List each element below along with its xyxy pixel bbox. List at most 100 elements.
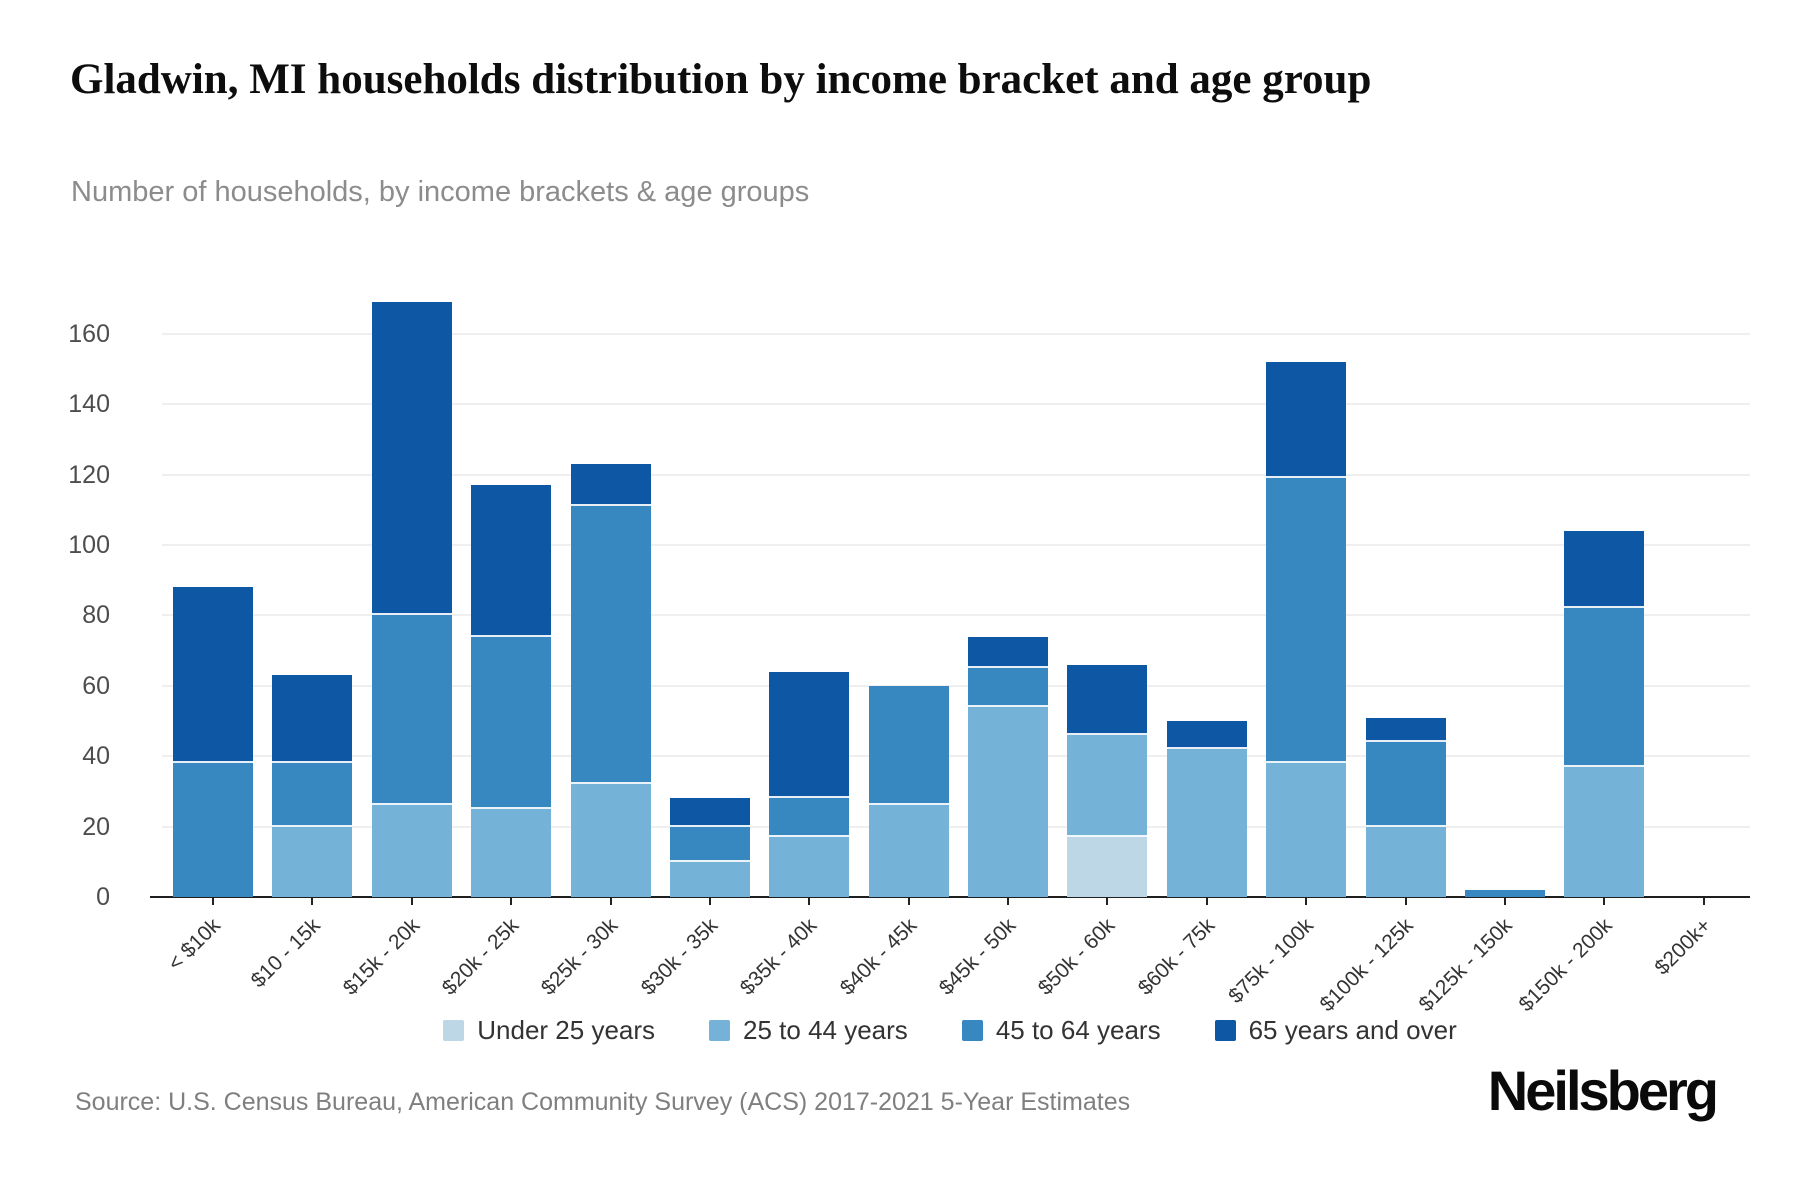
legend: Under 25 years 25 to 44 years 45 to 64 yea… bbox=[155, 1015, 1745, 1046]
bar-segment[interactable] bbox=[1365, 742, 1446, 827]
bar-segment[interactable] bbox=[1067, 837, 1148, 897]
x-tick-label: $20k - 25k bbox=[437, 914, 524, 1000]
bar-segment[interactable] bbox=[471, 636, 552, 809]
bar-segment[interactable] bbox=[371, 805, 452, 897]
x-tick-label: $100k - 125k bbox=[1315, 914, 1418, 1017]
bar[interactable] bbox=[1365, 0, 1446, 897]
legend-swatch bbox=[709, 1020, 731, 1041]
gridline bbox=[162, 473, 1750, 476]
bar-segment[interactable] bbox=[769, 837, 850, 897]
bar-segment[interactable] bbox=[570, 784, 651, 897]
bar[interactable] bbox=[669, 0, 750, 897]
bar-segment[interactable] bbox=[1564, 608, 1645, 767]
bar[interactable] bbox=[1067, 0, 1148, 897]
bar-segment[interactable] bbox=[968, 706, 1048, 897]
axis-tick bbox=[609, 898, 612, 905]
legend-item[interactable]: 25 to 44 years bbox=[709, 1015, 908, 1046]
axis-tick bbox=[311, 898, 314, 905]
gridline bbox=[162, 403, 1750, 406]
axis-tick bbox=[907, 898, 910, 905]
legend-item[interactable]: 65 years and over bbox=[1214, 1015, 1457, 1046]
bar[interactable] bbox=[1166, 0, 1247, 897]
bar[interactable] bbox=[173, 0, 253, 897]
y-tick-label: 40 bbox=[82, 742, 110, 771]
y-tick-label: 120 bbox=[68, 460, 110, 489]
x-tick-label: $60k - 75k bbox=[1133, 914, 1220, 1000]
bar-segment[interactable] bbox=[570, 464, 651, 507]
y-tick-label: 80 bbox=[82, 601, 110, 630]
legend-item[interactable]: Under 25 years bbox=[443, 1015, 655, 1046]
bar[interactable] bbox=[371, 0, 452, 897]
bar-segment[interactable] bbox=[1365, 826, 1446, 897]
x-tick-label: $15k - 20k bbox=[338, 914, 425, 1000]
axis-tick bbox=[1305, 898, 1308, 905]
bar-segment[interactable] bbox=[1564, 766, 1645, 897]
legend-swatch bbox=[961, 1020, 983, 1041]
bar-segment[interactable] bbox=[1266, 763, 1347, 897]
bar-segment[interactable] bbox=[968, 668, 1048, 707]
bar-segment[interactable] bbox=[570, 506, 651, 785]
bar-segment[interactable] bbox=[173, 587, 253, 764]
legend-label: 65 years and over bbox=[1248, 1015, 1457, 1045]
x-tick-label: $125k - 150k bbox=[1415, 914, 1518, 1017]
bar-segment[interactable] bbox=[272, 763, 353, 827]
bar-segment[interactable] bbox=[272, 675, 353, 764]
y-tick-label: 20 bbox=[82, 812, 110, 841]
bar-segment[interactable] bbox=[1564, 530, 1645, 609]
gridline bbox=[162, 544, 1750, 546]
bar-segment[interactable] bbox=[1266, 361, 1347, 479]
bar[interactable] bbox=[471, 0, 552, 897]
gridline bbox=[162, 825, 1750, 828]
bar-segment[interactable] bbox=[1464, 889, 1545, 897]
bar-segment[interactable] bbox=[272, 826, 353, 897]
y-tick-label: 100 bbox=[68, 531, 110, 559]
bar[interactable] bbox=[1266, 0, 1347, 897]
bar-segment[interactable] bbox=[1365, 717, 1446, 743]
bar-segment[interactable] bbox=[669, 826, 750, 862]
legend-item[interactable]: 45 to 64 years bbox=[961, 1015, 1161, 1046]
bar-segment[interactable] bbox=[769, 671, 850, 799]
x-tick-label: $45k - 50k bbox=[934, 914, 1021, 1000]
bar-segment[interactable] bbox=[371, 302, 452, 616]
axis-tick bbox=[708, 898, 711, 905]
bar[interactable] bbox=[868, 0, 949, 897]
x-tick-label: $25k - 30k bbox=[537, 914, 623, 1000]
bar-segment[interactable] bbox=[471, 485, 552, 637]
bar-segment[interactable] bbox=[1166, 749, 1247, 897]
bar[interactable] bbox=[570, 0, 651, 897]
x-tick-label: $40k - 45k bbox=[835, 914, 921, 1000]
gridline bbox=[162, 332, 1750, 335]
bar-segment[interactable] bbox=[669, 798, 750, 827]
y-tick-label: 0 bbox=[96, 883, 110, 911]
axis-tick bbox=[808, 898, 811, 905]
bar-segment[interactable] bbox=[1067, 735, 1148, 838]
axis-tick bbox=[510, 898, 513, 905]
axis-tick bbox=[1702, 898, 1705, 905]
bar[interactable] bbox=[1564, 0, 1645, 897]
bar-segment[interactable] bbox=[173, 763, 253, 897]
bar-segment[interactable] bbox=[1067, 664, 1148, 736]
bar[interactable] bbox=[1664, 0, 1744, 897]
bar-segment[interactable] bbox=[769, 798, 850, 838]
bar[interactable] bbox=[968, 0, 1048, 897]
bar-segment[interactable] bbox=[1166, 721, 1247, 750]
bar-segment[interactable] bbox=[371, 615, 452, 806]
axis-tick bbox=[1007, 898, 1009, 905]
x-tick-label: $30k - 35k bbox=[636, 914, 723, 1000]
bar-segment[interactable] bbox=[471, 809, 552, 897]
bar-segment[interactable] bbox=[1266, 478, 1347, 764]
legend-swatch bbox=[443, 1020, 465, 1041]
axis-tick bbox=[1404, 898, 1407, 905]
legend-label: Under 25 years bbox=[477, 1015, 656, 1045]
brand-logo: Neilsberg bbox=[1487, 1059, 1719, 1122]
bar[interactable] bbox=[769, 0, 850, 897]
bar[interactable] bbox=[1464, 0, 1545, 897]
bar-segment[interactable] bbox=[868, 805, 949, 897]
bar-segment[interactable] bbox=[968, 636, 1048, 669]
bar-segment[interactable] bbox=[669, 861, 750, 897]
bar[interactable] bbox=[272, 0, 353, 897]
bar-segment[interactable] bbox=[868, 685, 949, 806]
axis-tick bbox=[1205, 898, 1208, 905]
x-tick-label: $10 - 15k bbox=[246, 914, 325, 993]
